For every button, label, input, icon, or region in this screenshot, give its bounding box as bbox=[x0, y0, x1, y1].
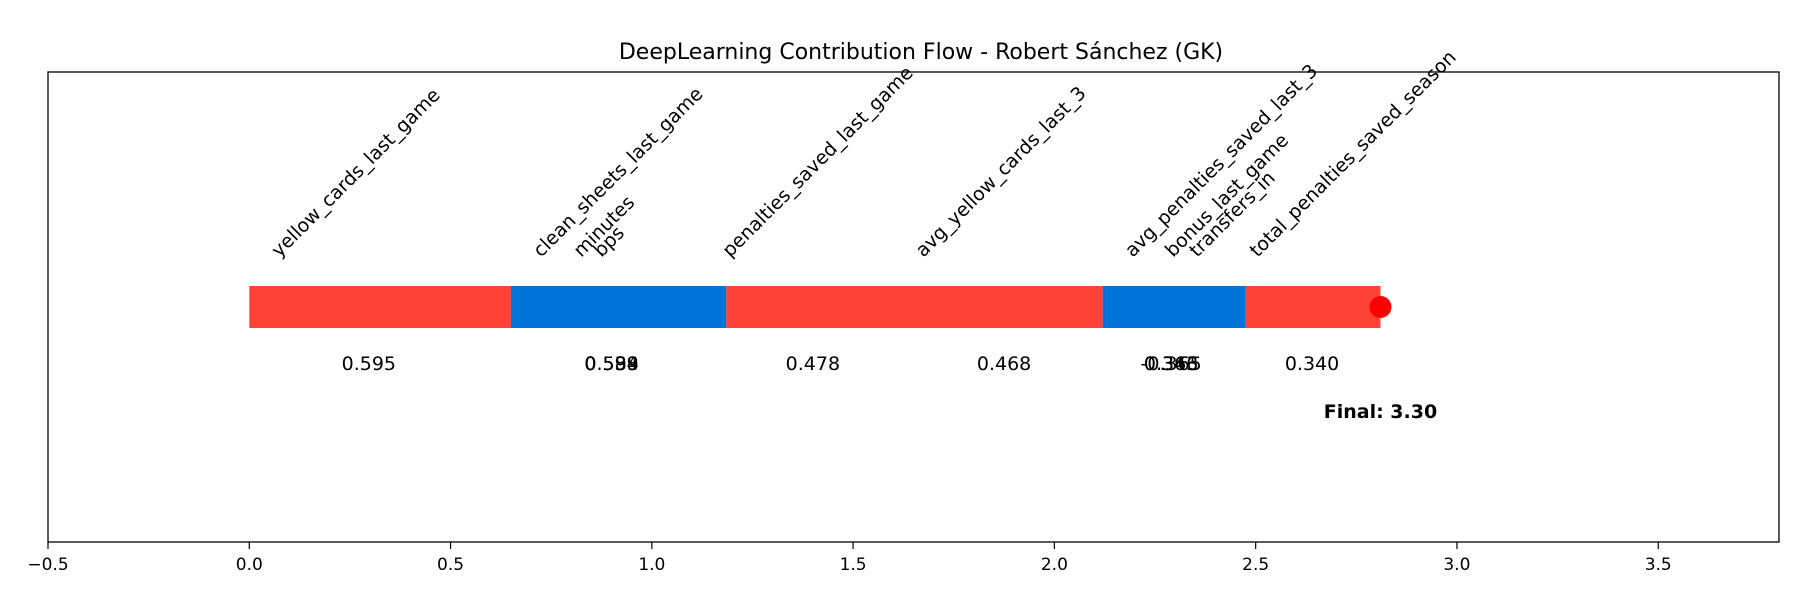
value-label: 0.539 bbox=[584, 353, 638, 375]
final-marker bbox=[1369, 296, 1392, 318]
final-label: Final: 3.30 bbox=[1324, 401, 1437, 423]
feature-labels: yellow_cards_last_game clean_sheets_last_… bbox=[267, 46, 1460, 261]
contribution-bar-segment bbox=[249, 286, 511, 328]
value-label: 0.598 bbox=[584, 353, 638, 375]
x-tick-label: 3.5 bbox=[1645, 555, 1672, 575]
value-label: 0.346 bbox=[1144, 353, 1198, 375]
contribution-bar-segment bbox=[1102, 286, 1246, 328]
contribution-bar-segment bbox=[1245, 286, 1381, 328]
value-label: -0.365 bbox=[1141, 353, 1202, 375]
x-tick-label: 0.0 bbox=[236, 555, 263, 575]
value-label: 0.468 bbox=[977, 353, 1031, 375]
x-tick-label: 0.5 bbox=[437, 555, 464, 575]
feature-label: penalties_saved_last_game bbox=[718, 62, 918, 262]
value-label: 0.595 bbox=[342, 353, 396, 375]
feature-label: avg_yellow_cards_last_3 bbox=[911, 82, 1090, 261]
x-tick-label: 1.0 bbox=[638, 555, 665, 575]
x-tick-label: 2.0 bbox=[1041, 555, 1068, 575]
value-label: 0.340 bbox=[1285, 353, 1339, 375]
x-tick-label: 2.5 bbox=[1242, 555, 1269, 575]
value-label: 0.363 bbox=[1144, 353, 1198, 375]
chart-title: DeepLearning Contribution Flow - Robert … bbox=[619, 40, 1223, 65]
final-marker-group: Final: 3.30 bbox=[1324, 296, 1437, 423]
x-tick-label: 3.0 bbox=[1443, 555, 1470, 575]
x-tick-label: −0.5 bbox=[27, 555, 68, 575]
contribution-bars bbox=[249, 286, 1381, 328]
feature-label: yellow_cards_last_game bbox=[267, 84, 444, 261]
value-label: 0.478 bbox=[786, 353, 840, 375]
x-axis: −0.5 0.0 0.5 1.0 1.5 2.0 2.5 3.0 3.5 bbox=[27, 542, 1672, 575]
plot-area-frame bbox=[47, 71, 1780, 543]
value-label: 0.584 bbox=[584, 353, 638, 375]
contribution-bar-segment bbox=[510, 286, 727, 328]
contribution-bar-segment bbox=[726, 286, 1103, 328]
x-tick-label: 1.5 bbox=[840, 555, 867, 575]
